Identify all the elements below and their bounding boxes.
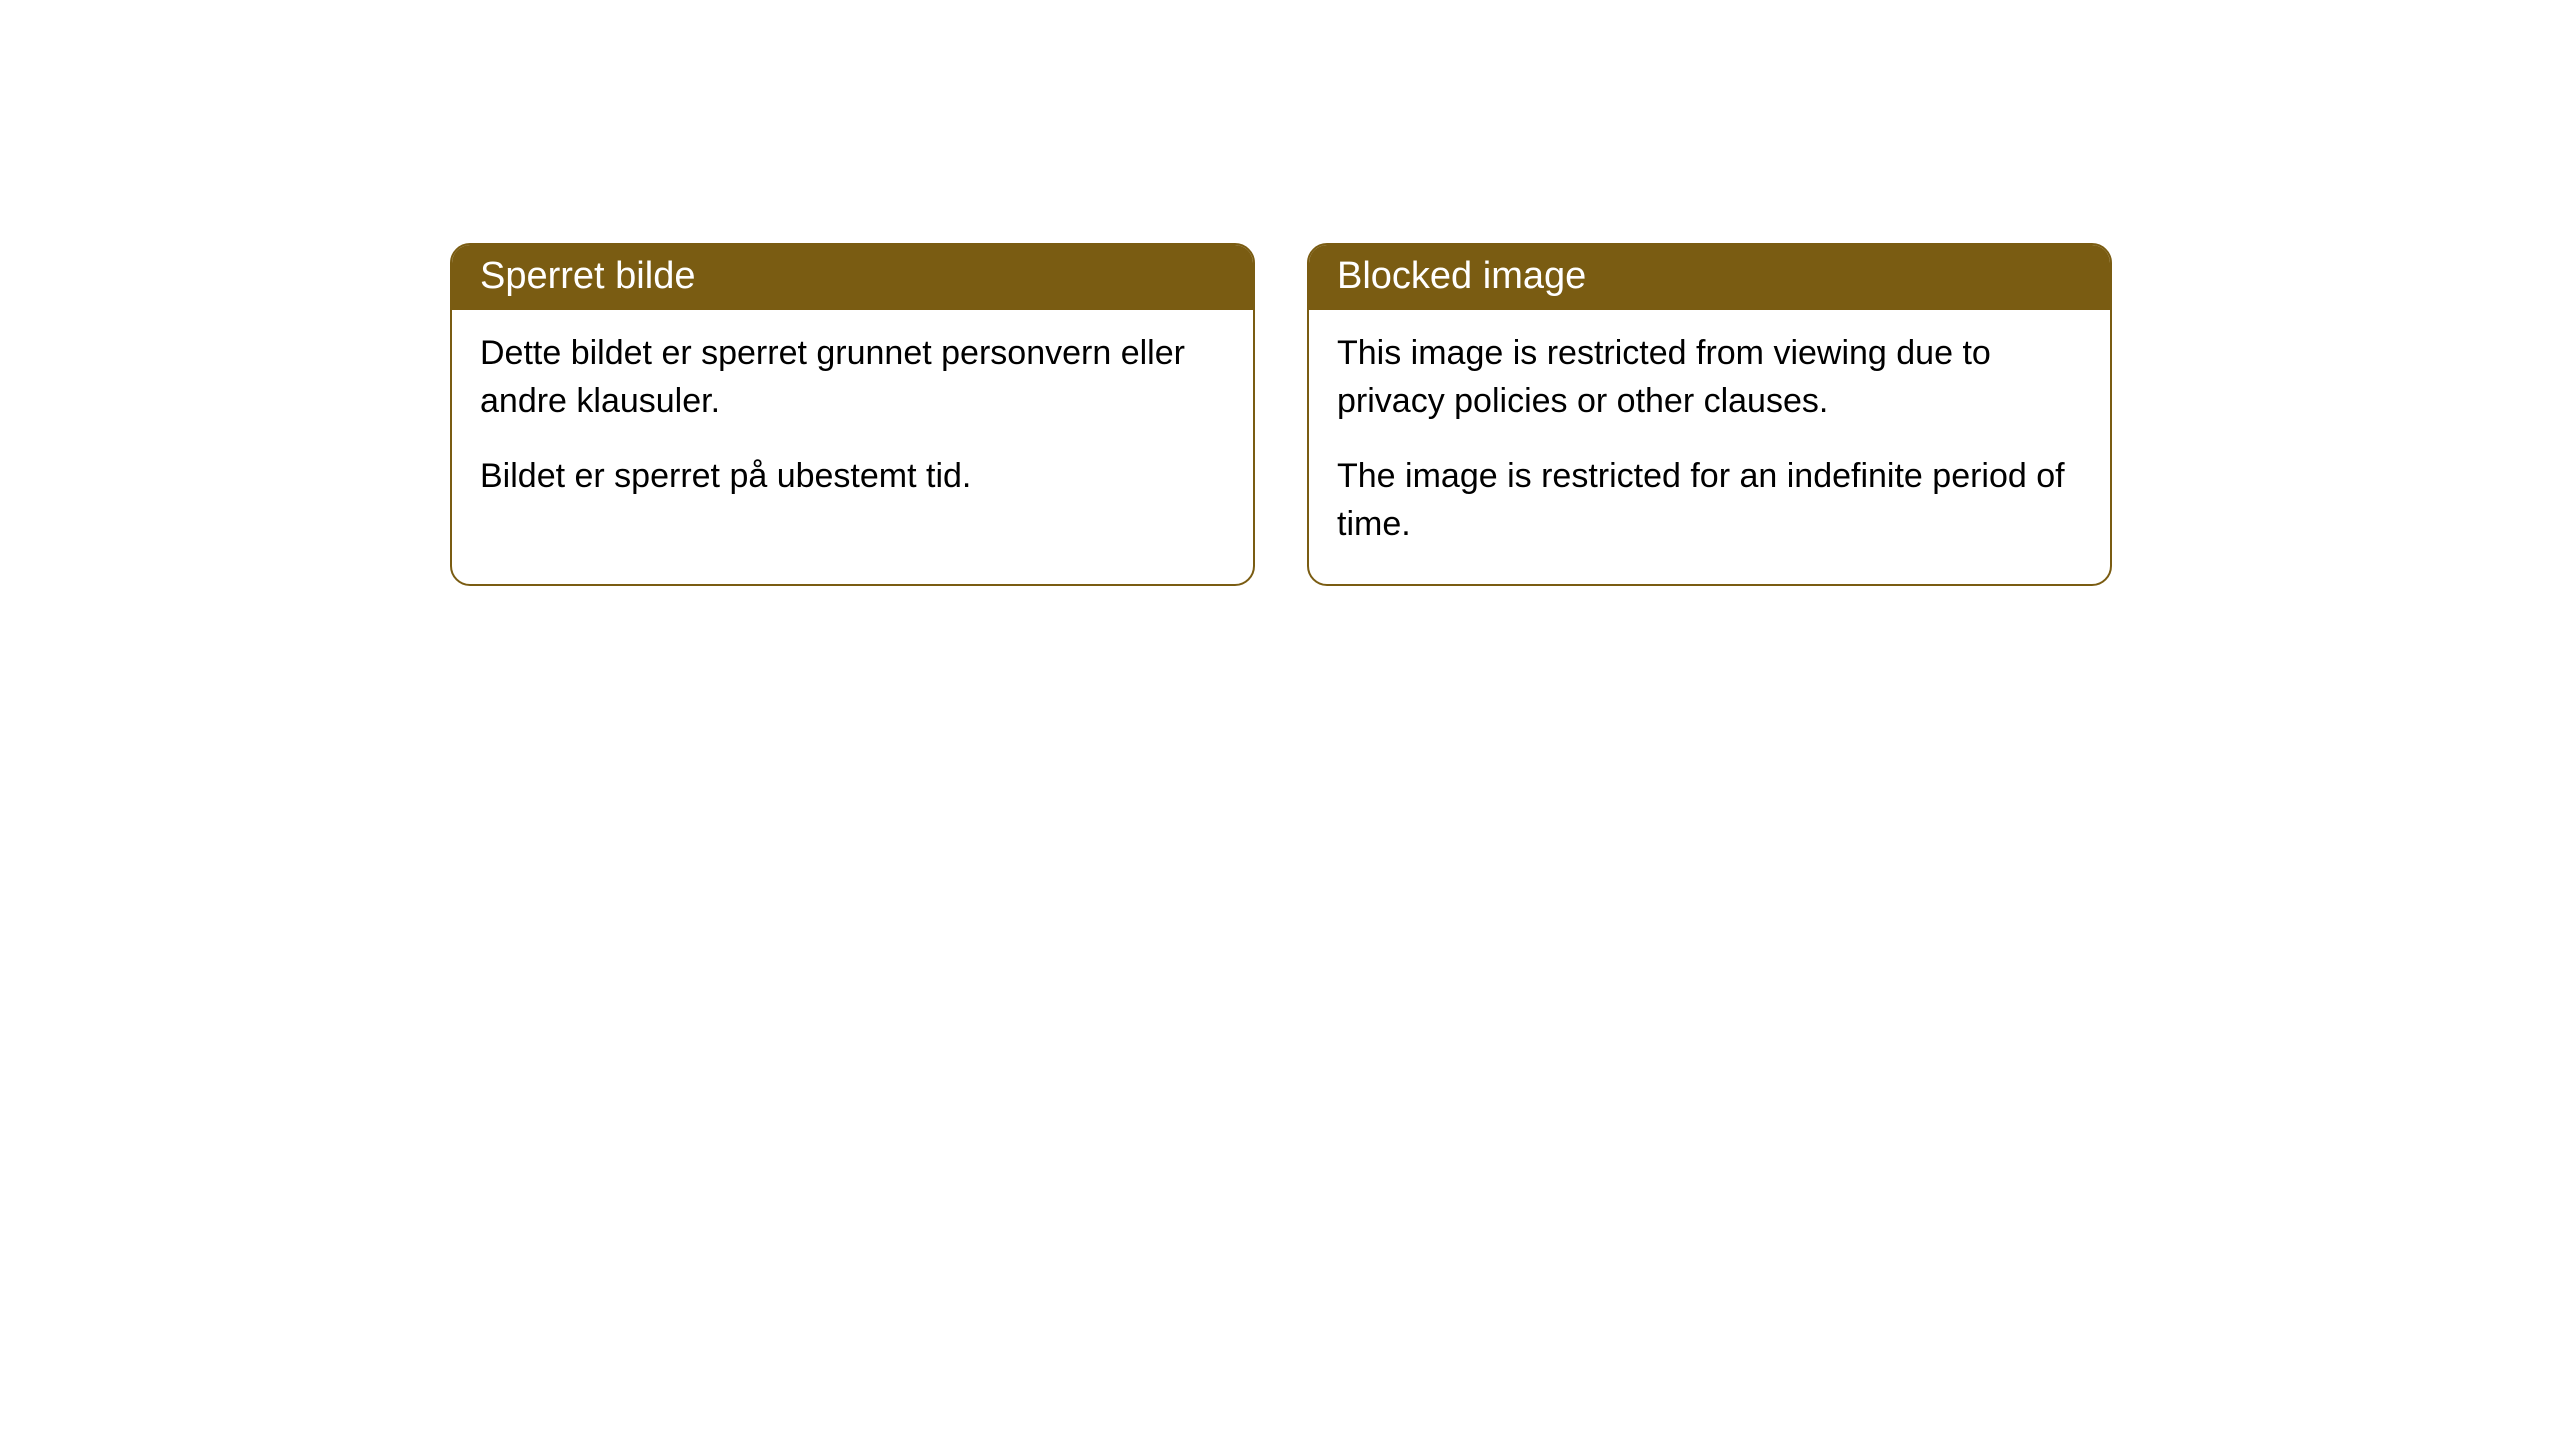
- card-paragraph: Bildet er sperret på ubestemt tid.: [480, 453, 1225, 501]
- card-body: This image is restricted from viewing du…: [1309, 310, 2110, 584]
- card-header: Sperret bilde: [452, 245, 1253, 310]
- card-title: Blocked image: [1337, 255, 1586, 297]
- card-paragraph: Dette bildet er sperret grunnet personve…: [480, 330, 1225, 425]
- card-header: Blocked image: [1309, 245, 2110, 310]
- card-paragraph: The image is restricted for an indefinit…: [1337, 453, 2082, 548]
- card-title: Sperret bilde: [480, 255, 695, 297]
- notice-card-norwegian: Sperret bilde Dette bildet er sperret gr…: [450, 243, 1255, 586]
- card-body: Dette bildet er sperret grunnet personve…: [452, 310, 1253, 537]
- card-paragraph: This image is restricted from viewing du…: [1337, 330, 2082, 425]
- notice-card-english: Blocked image This image is restricted f…: [1307, 243, 2112, 586]
- notice-cards-container: Sperret bilde Dette bildet er sperret gr…: [450, 243, 2112, 586]
